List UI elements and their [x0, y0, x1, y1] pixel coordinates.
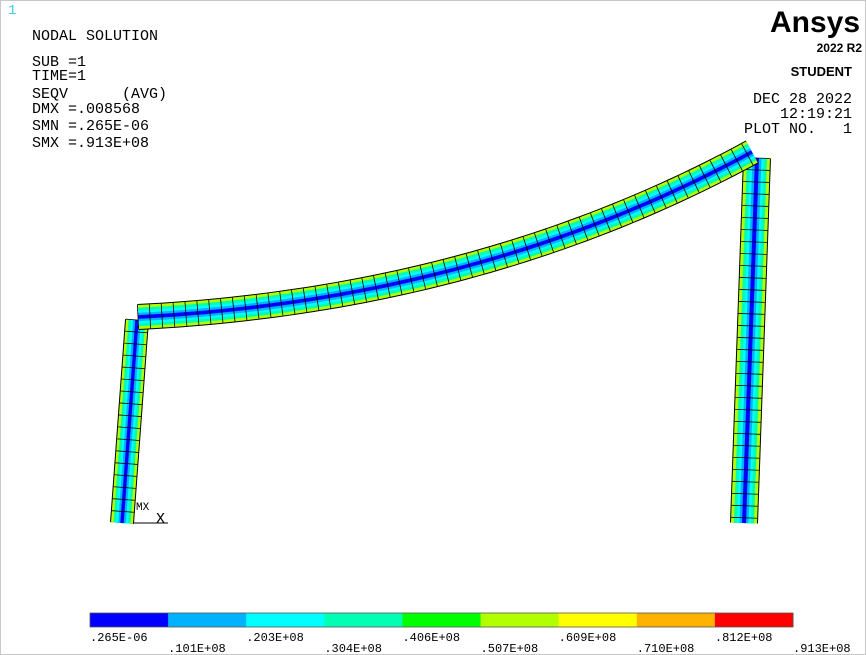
legend-swatch: [715, 613, 794, 627]
info-line: SMN =.265E-06: [32, 118, 149, 135]
legend-label: .913E+08: [793, 642, 851, 655]
brand-version: 2022 R2: [817, 41, 863, 55]
legend-label: .265E-06: [90, 631, 148, 645]
legend-swatch: [402, 613, 481, 627]
brand-name: Ansys: [770, 6, 860, 39]
brand-edition: STUDENT: [791, 64, 852, 79]
legend-label: .304E+08: [324, 642, 382, 655]
legend-swatch: [246, 613, 325, 627]
legend-swatch: [168, 613, 247, 627]
legend-swatch: [481, 613, 560, 627]
legend-swatch: [90, 613, 169, 627]
legend-swatch: [324, 613, 403, 627]
legend-label: .101E+08: [168, 642, 226, 655]
info-line: SMX =.913E+08: [32, 135, 149, 152]
triad-axis: X: [156, 511, 165, 528]
ansys-graphics-window: 1 NODAL SOLUTIONSUB =1TIME=1SEQV (AVG)DM…: [0, 0, 866, 655]
stamp-line: PLOT NO. 1: [744, 121, 852, 138]
legend-swatch: [559, 613, 638, 627]
legend-label: .203E+08: [246, 631, 304, 645]
legend-label: .812E+08: [715, 631, 773, 645]
legend-label: .710E+08: [637, 642, 695, 655]
info-line: DMX =.008568: [32, 101, 140, 118]
legend-label: .609E+08: [559, 631, 617, 645]
info-line: NODAL SOLUTION: [32, 28, 158, 45]
legend-label: .507E+08: [481, 642, 539, 655]
legend-swatch: [637, 613, 716, 627]
window-number: 1: [8, 3, 16, 19]
legend-label: .406E+08: [402, 631, 460, 645]
info-line: TIME=1: [32, 68, 86, 85]
triad-marker: MX: [136, 502, 150, 514]
